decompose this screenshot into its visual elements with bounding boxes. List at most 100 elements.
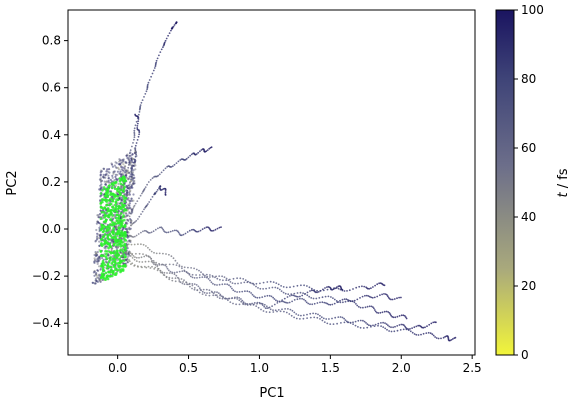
- start-point: [116, 268, 119, 272]
- trajectory-point: [400, 314, 403, 317]
- start-point: [117, 240, 120, 243]
- trajectory-point: [376, 283, 379, 286]
- trajectory-point: [251, 293, 254, 296]
- start-point: [109, 234, 113, 238]
- trajectory-point: [110, 248, 113, 251]
- trajectory-point: [299, 295, 301, 298]
- trajectory-point: [309, 303, 311, 306]
- trajectory-point: [296, 292, 299, 294]
- trajectory-point: [345, 298, 348, 301]
- colorbar-tick-label: 80: [521, 72, 536, 86]
- trajectory-point: [128, 175, 131, 178]
- trajectory-point: [128, 258, 131, 262]
- trajectory-point: [383, 284, 386, 287]
- trajectory-point: [133, 265, 136, 267]
- trajectory-point: [289, 286, 291, 289]
- trajectory-point: [132, 206, 135, 208]
- trajectory-point: [154, 192, 157, 194]
- trajectory-point: [133, 182, 136, 185]
- trajectory-point: [206, 275, 209, 278]
- start-point: [113, 235, 117, 238]
- colorbar-tick-label: 20: [521, 279, 536, 293]
- start-point: [106, 188, 109, 191]
- start-point: [114, 203, 117, 207]
- trajectory-point: [227, 299, 229, 302]
- colorbar: [495, 9, 515, 356]
- trajectory-point: [128, 161, 131, 164]
- start-point: [109, 256, 112, 259]
- trajectory-point: [189, 275, 192, 278]
- start-point: [103, 211, 106, 214]
- trajectory-point: [335, 287, 338, 289]
- trajectory-point: [343, 290, 346, 292]
- trajectory-point: [193, 267, 196, 270]
- start-point: [117, 264, 120, 268]
- trajectory-point: [154, 228, 157, 231]
- trajectory-point: [240, 282, 243, 284]
- trajectory-point: [116, 179, 119, 182]
- trajectory-point: [165, 253, 167, 255]
- start-point: [113, 237, 116, 240]
- trajectory-point: [177, 277, 180, 280]
- trajectory-point: [130, 164, 133, 167]
- trajectory-layer: [91, 21, 457, 342]
- trajectory-point: [276, 310, 278, 313]
- trajectory-point: [153, 268, 156, 270]
- trajectory-point: [144, 186, 147, 189]
- trajectory-point: [117, 168, 121, 171]
- trajectory-point: [134, 124, 137, 127]
- trajectory-point: [407, 329, 410, 331]
- trajectory-point: [411, 331, 414, 334]
- trajectory-point: [129, 151, 132, 154]
- trajectory-point: [150, 231, 153, 234]
- trajectory-point: [236, 298, 239, 300]
- start-point: [105, 275, 109, 279]
- trajectory-point: [123, 167, 126, 170]
- trajectory-point: [261, 296, 264, 298]
- trajectory-point: [291, 309, 294, 312]
- trajectory-point: [107, 170, 110, 173]
- trajectory-point: [385, 323, 388, 325]
- trajectory-point: [173, 271, 176, 274]
- trajectory-point: [267, 307, 270, 309]
- trajectory: [115, 226, 222, 244]
- trajectory-point: [264, 307, 267, 310]
- trajectory-point: [262, 288, 264, 290]
- start-point: [112, 265, 116, 268]
- trajectory-point: [156, 265, 159, 268]
- trajectory-point: [307, 302, 310, 305]
- trajectory-point: [278, 301, 281, 303]
- trajectory-point: [431, 333, 434, 336]
- trajectory-point: [206, 292, 208, 294]
- trajectory-point: [218, 297, 221, 300]
- trajectory-point: [211, 230, 214, 232]
- trajectory-point: [171, 277, 174, 279]
- trajectory-point: [327, 295, 330, 298]
- trajectory-point: [236, 277, 239, 280]
- trajectory-point: [133, 134, 136, 137]
- trajectory-point: [101, 175, 105, 178]
- trajectory-point: [160, 48, 163, 51]
- trajectory-point: [422, 332, 425, 335]
- trajectory-point: [249, 281, 251, 284]
- trajectory-point: [126, 257, 129, 260]
- trajectory-point: [303, 284, 305, 287]
- trajectory-point: [179, 159, 182, 161]
- start-point: [120, 202, 123, 205]
- trajectory-point: [124, 211, 127, 215]
- start-point: [110, 182, 114, 186]
- trajectory-point: [283, 301, 286, 304]
- trajectory-point: [220, 226, 222, 229]
- trajectory-point: [295, 313, 298, 315]
- trajectory-point: [125, 253, 128, 256]
- trajectory-point: [333, 298, 336, 301]
- trajectory-point: [130, 179, 133, 183]
- trajectory-point: [242, 278, 245, 280]
- trajectory-point: [111, 165, 114, 168]
- trajectory-point: [156, 269, 159, 272]
- trajectory-point: [260, 308, 262, 311]
- trajectory-point: [164, 188, 167, 191]
- trajectory-point: [340, 322, 342, 324]
- trajectory-point: [175, 229, 178, 232]
- start-point: [117, 233, 120, 236]
